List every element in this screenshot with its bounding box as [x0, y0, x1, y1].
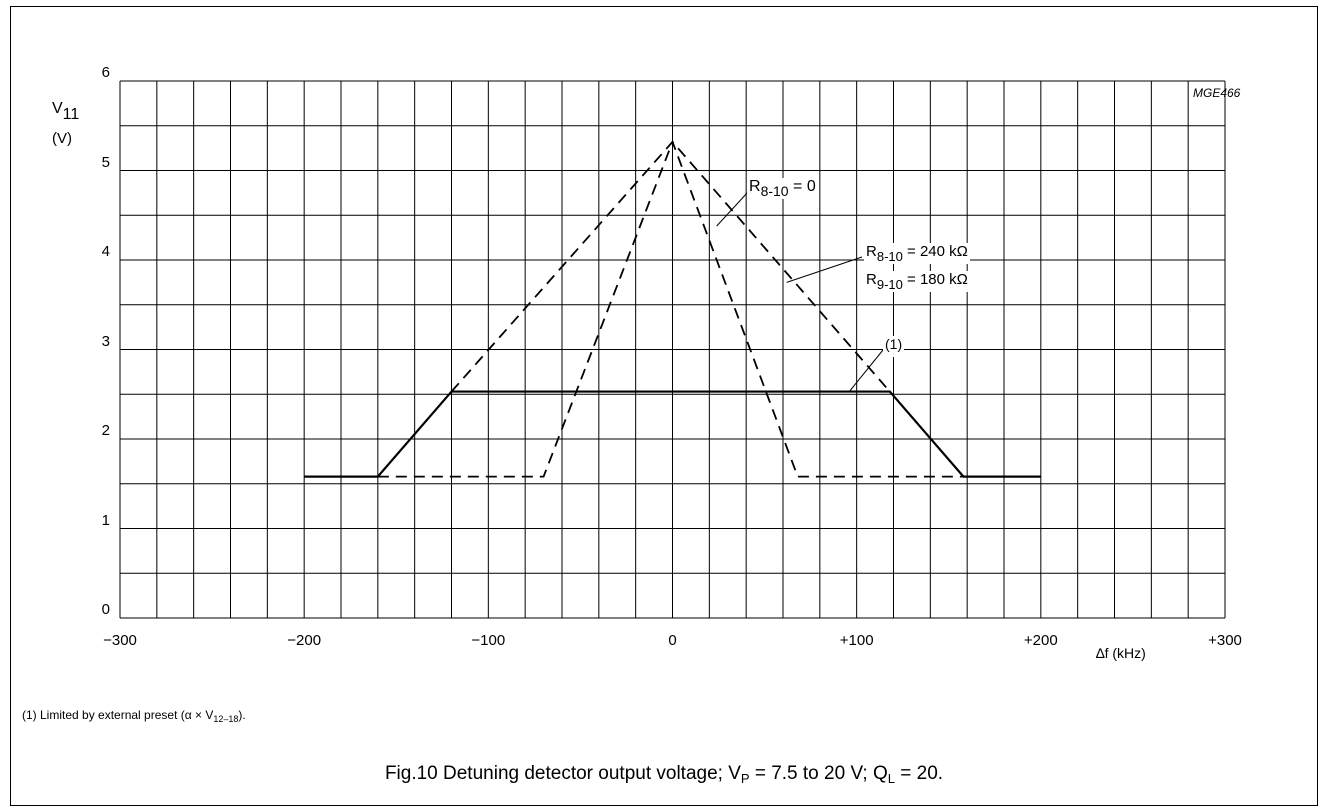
- y-tick-label: 6: [101, 64, 110, 81]
- y-tick-label: 1: [101, 511, 110, 529]
- series-line-3: [450, 140, 891, 393]
- y-axis-unit: (V): [52, 130, 72, 147]
- x-tick-label: +100: [839, 632, 874, 649]
- annotation-leaders: [716, 191, 884, 392]
- x-tick-label: −200: [287, 632, 322, 649]
- x-axis-label: ∆f (kHz): [1096, 645, 1146, 661]
- annotation-r910_180: R9-10 = 180 kΩ: [864, 271, 970, 292]
- x-tick-label: +300: [1208, 632, 1242, 649]
- leader-line: [786, 256, 863, 283]
- x-tick-label: +200: [1023, 632, 1058, 649]
- x-tick-label: −100: [471, 632, 506, 649]
- x-tick-label: 0: [668, 632, 677, 649]
- leader-line: [716, 191, 749, 227]
- figure-code: MGE466: [1193, 86, 1241, 100]
- grid: [119, 80, 1226, 619]
- series-line-2: [377, 139, 964, 478]
- footnote: (1) Limited by external preset (α × V12–…: [22, 708, 246, 724]
- y-tick-label: 0: [101, 601, 110, 618]
- y-tick-label: 4: [101, 243, 110, 260]
- y-tick-label: 5: [101, 153, 110, 171]
- leader-line: [848, 349, 884, 392]
- series-group: [304, 139, 1041, 478]
- annotation-note1: (1): [883, 336, 905, 357]
- x-tick-label: −300: [103, 632, 137, 649]
- y-tick-label: 2: [101, 422, 110, 439]
- annotation-r810_zero: R8-10 = 0: [747, 178, 818, 199]
- figure-frame: [10, 6, 1318, 806]
- series-line-1: [304, 390, 1041, 478]
- figure-caption: Fig.10 Detuning detector output voltage;…: [384, 763, 944, 786]
- y-tick-label: 3: [101, 332, 110, 350]
- y-axis-label: V11: [52, 100, 80, 123]
- annotation-r810_240: R8-10 = 240 kΩ: [864, 243, 970, 264]
